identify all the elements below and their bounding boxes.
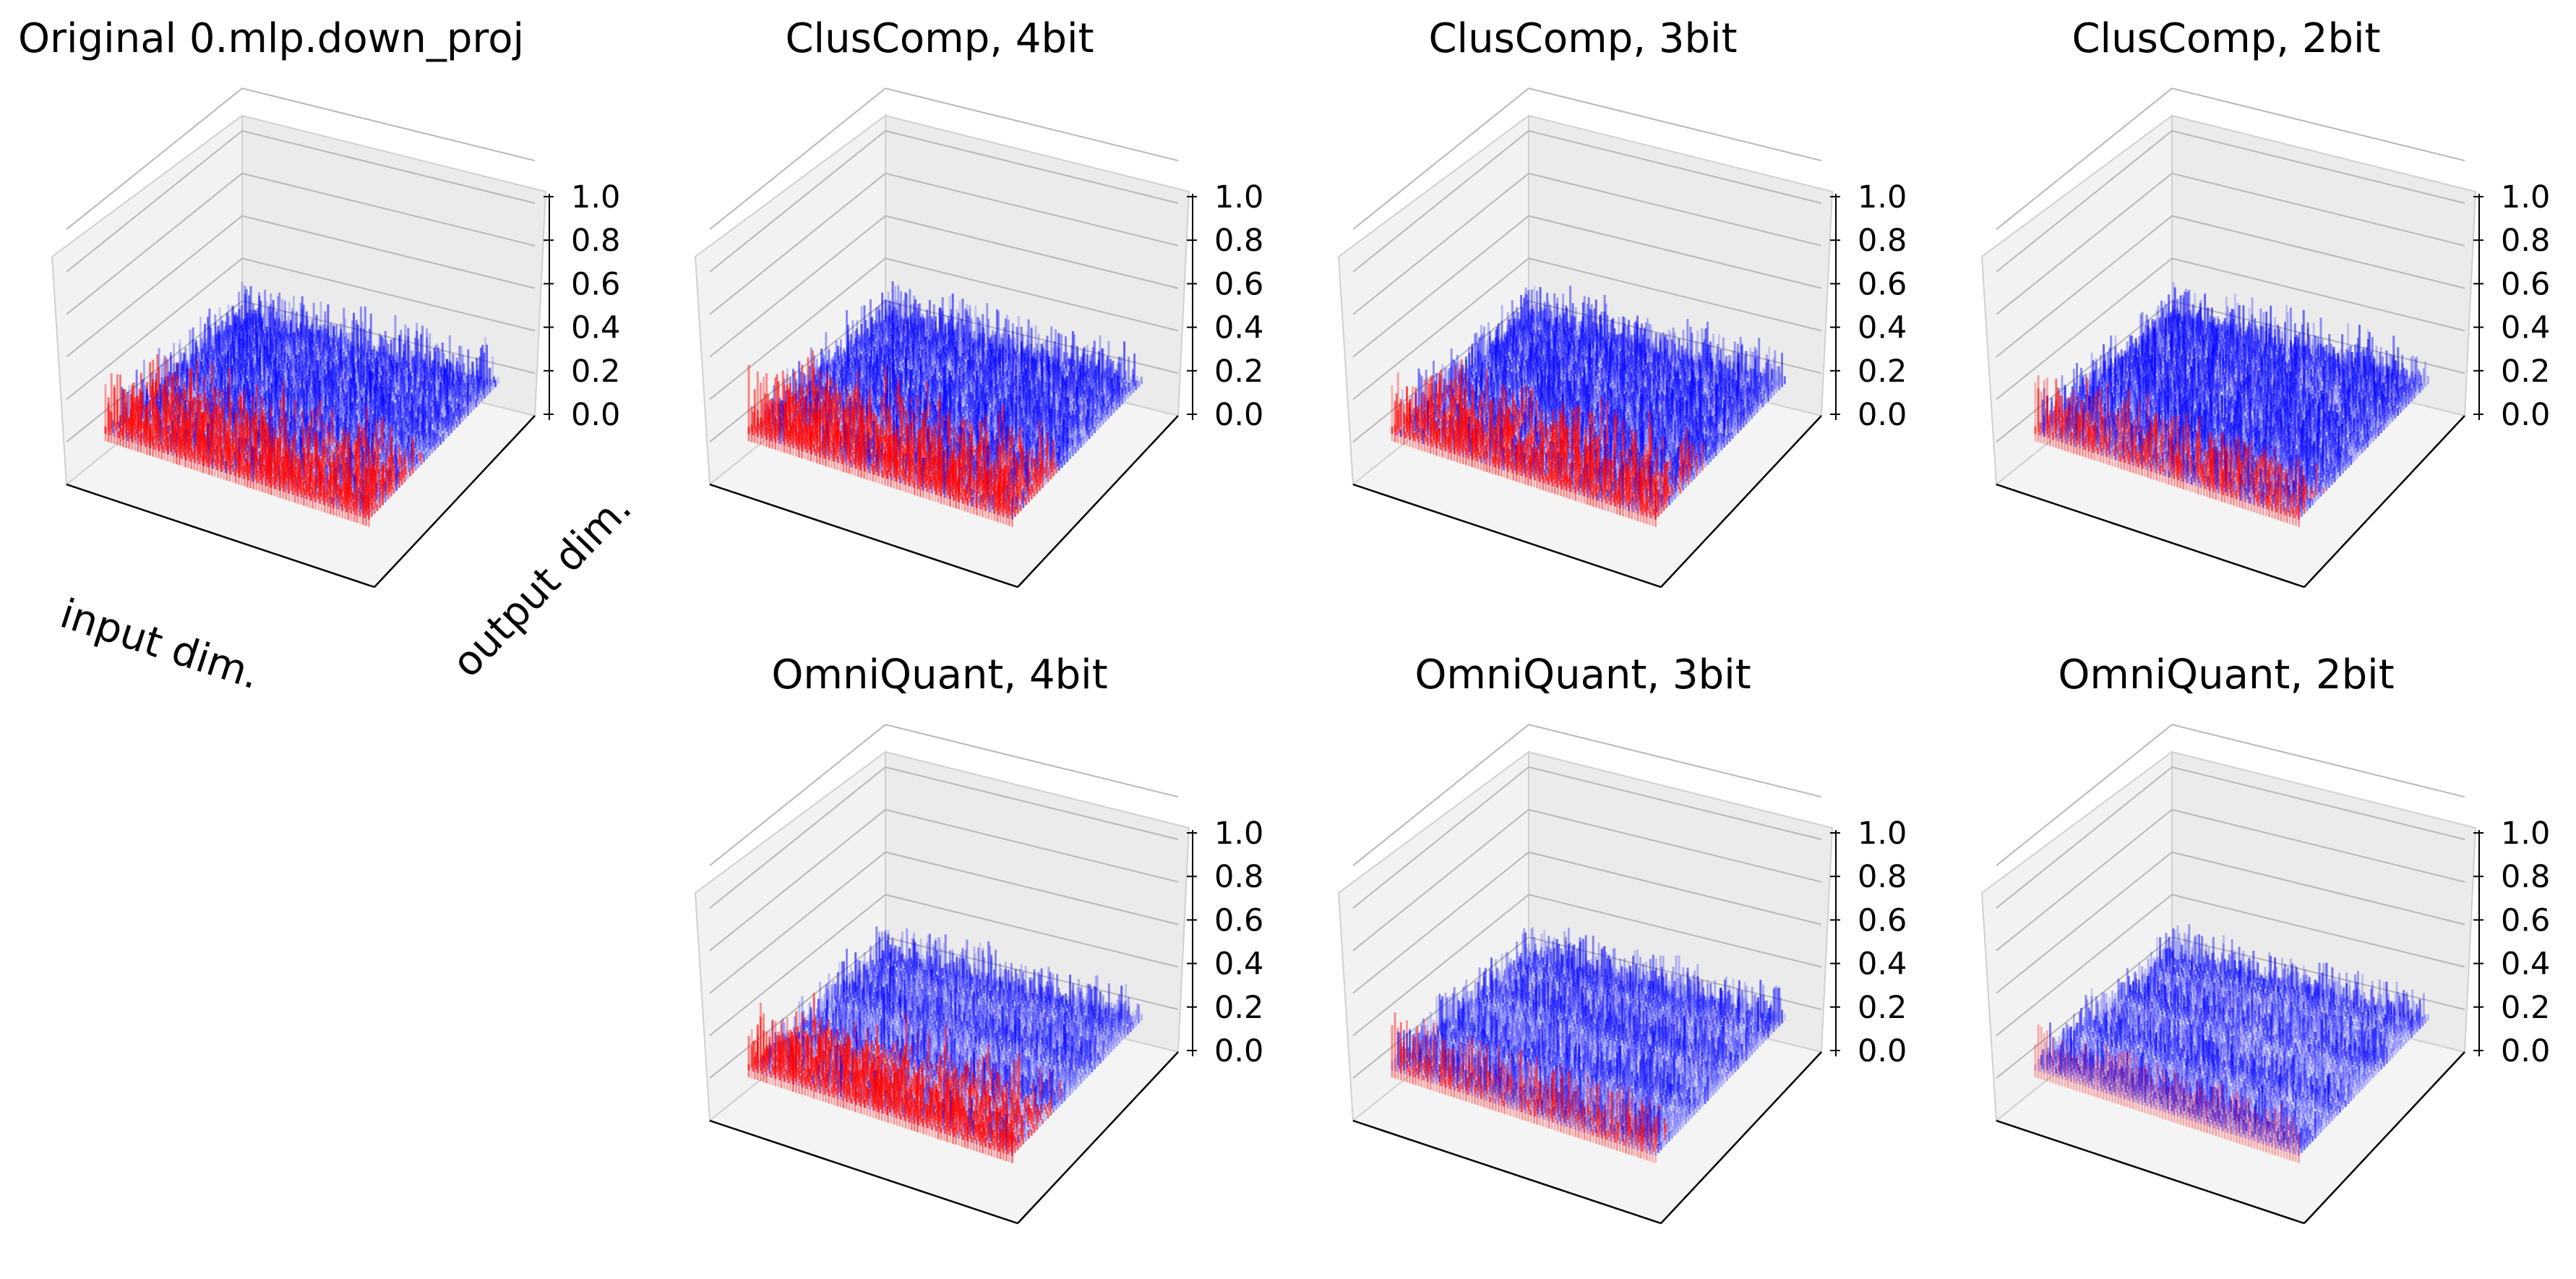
panel-title: ClusComp, 4bit xyxy=(785,15,1094,62)
surface xyxy=(747,281,1143,520)
z-tick-label: 1.0 xyxy=(1214,179,1263,215)
x-axis-label: input dim. xyxy=(55,590,265,698)
z-tick-label: 0.4 xyxy=(1214,310,1263,346)
z-grid-line xyxy=(66,215,536,358)
z-grid-line xyxy=(66,129,536,273)
z-tick-label: 0.0 xyxy=(1214,397,1263,433)
z-tick-label: 0.8 xyxy=(571,223,620,259)
z-tick-label: 0.0 xyxy=(571,397,620,433)
z-grid-line xyxy=(709,215,1179,358)
x-axis-line xyxy=(66,483,375,589)
z-grid-line xyxy=(709,129,1179,273)
y-axis-label: output dim. xyxy=(443,484,640,687)
z-tick-label: 0.6 xyxy=(1214,266,1263,302)
surface-front-skirt xyxy=(104,373,370,527)
z-grid-line xyxy=(66,257,536,401)
panel-2: ClusComp, 4bit 0.0 0.2 0.4 0.6 0.8 1.0 xyxy=(694,15,1263,589)
z-grid-line xyxy=(709,87,1179,230)
z-tick-label: 0.4 xyxy=(571,310,620,346)
z-tick-label: 0.8 xyxy=(1214,223,1263,259)
panel-1: Original 0.mlp.down_proj 0.0 0.2 0.4 0.6 0.8 1… xyxy=(18,15,641,698)
z-grid-line xyxy=(709,257,1179,401)
z-tick-label: 0.2 xyxy=(1214,354,1263,390)
z-grid-line xyxy=(709,172,1179,315)
z-grid-line xyxy=(66,87,536,230)
surface xyxy=(104,282,499,520)
y-axis-line xyxy=(374,415,536,588)
z-tick-label: 1.0 xyxy=(571,179,620,215)
panels-layer: Original 0.mlp.down_proj 0.0 0.2 0.4 0.6 0.8 1… xyxy=(18,15,2550,1225)
z-tick-label: 0.2 xyxy=(571,354,620,390)
z-grid-line xyxy=(66,172,536,315)
panel-title: Original 0.mlp.down_proj xyxy=(18,15,524,62)
z-tick-label: 0.6 xyxy=(571,266,620,302)
